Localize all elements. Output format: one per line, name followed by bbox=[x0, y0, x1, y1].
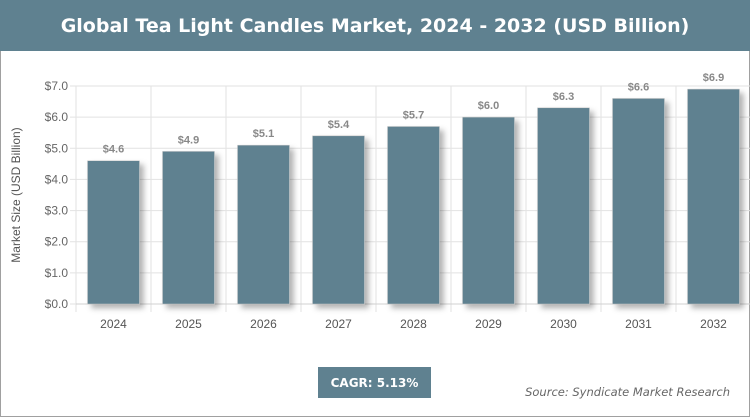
x-tick-label: 2026 bbox=[250, 317, 277, 331]
x-tick-label: 2032 bbox=[700, 317, 727, 331]
bar-2027 bbox=[312, 135, 365, 305]
data-label: $4.6 bbox=[103, 144, 124, 156]
bar-2028 bbox=[387, 126, 440, 305]
y-tick-label: $6.0 bbox=[45, 110, 69, 124]
x-tick-label: 2025 bbox=[175, 317, 202, 331]
y-tick-label: $0.0 bbox=[45, 297, 69, 311]
y-tick-label: $5.0 bbox=[45, 141, 69, 155]
data-label: $5.7 bbox=[403, 109, 424, 121]
y-tick-label: $4.0 bbox=[45, 172, 69, 186]
bar-2030 bbox=[537, 107, 590, 305]
x-tick-label: 2030 bbox=[550, 317, 577, 331]
bar-2029 bbox=[462, 116, 515, 305]
data-label: $6.9 bbox=[703, 72, 724, 84]
y-tick-label: $2.0 bbox=[45, 235, 69, 249]
data-label: $6.6 bbox=[628, 81, 649, 93]
data-label: $5.1 bbox=[253, 128, 274, 140]
x-tick-label: 2027 bbox=[325, 317, 352, 331]
cagr-badge: CAGR: 5.13% bbox=[318, 367, 431, 398]
bar-2024 bbox=[87, 160, 140, 305]
y-tick-label: $3.0 bbox=[45, 204, 69, 218]
data-label: $5.4 bbox=[328, 119, 350, 131]
data-label: $4.9 bbox=[178, 134, 199, 146]
y-axis-title: Market Size (USD Billion) bbox=[9, 127, 23, 262]
bar-2031 bbox=[612, 98, 665, 305]
chart-title: Global Tea Light Candles Market, 2024 - … bbox=[0, 0, 750, 51]
y-tick-label: $1.0 bbox=[45, 266, 69, 280]
data-label: $6.0 bbox=[478, 100, 499, 112]
source-note: Source: Syndicate Market Research bbox=[525, 385, 730, 399]
x-tick-label: 2029 bbox=[475, 317, 502, 331]
y-tick-label: $7.0 bbox=[45, 79, 69, 93]
bar-2032 bbox=[687, 88, 740, 305]
x-tick-label: 2028 bbox=[400, 317, 427, 331]
x-tick-label: 2031 bbox=[625, 317, 652, 331]
bar-2026 bbox=[237, 144, 290, 305]
x-tick-label: 2024 bbox=[100, 317, 127, 331]
bar-2025 bbox=[162, 151, 215, 305]
data-label: $6.3 bbox=[553, 91, 574, 103]
